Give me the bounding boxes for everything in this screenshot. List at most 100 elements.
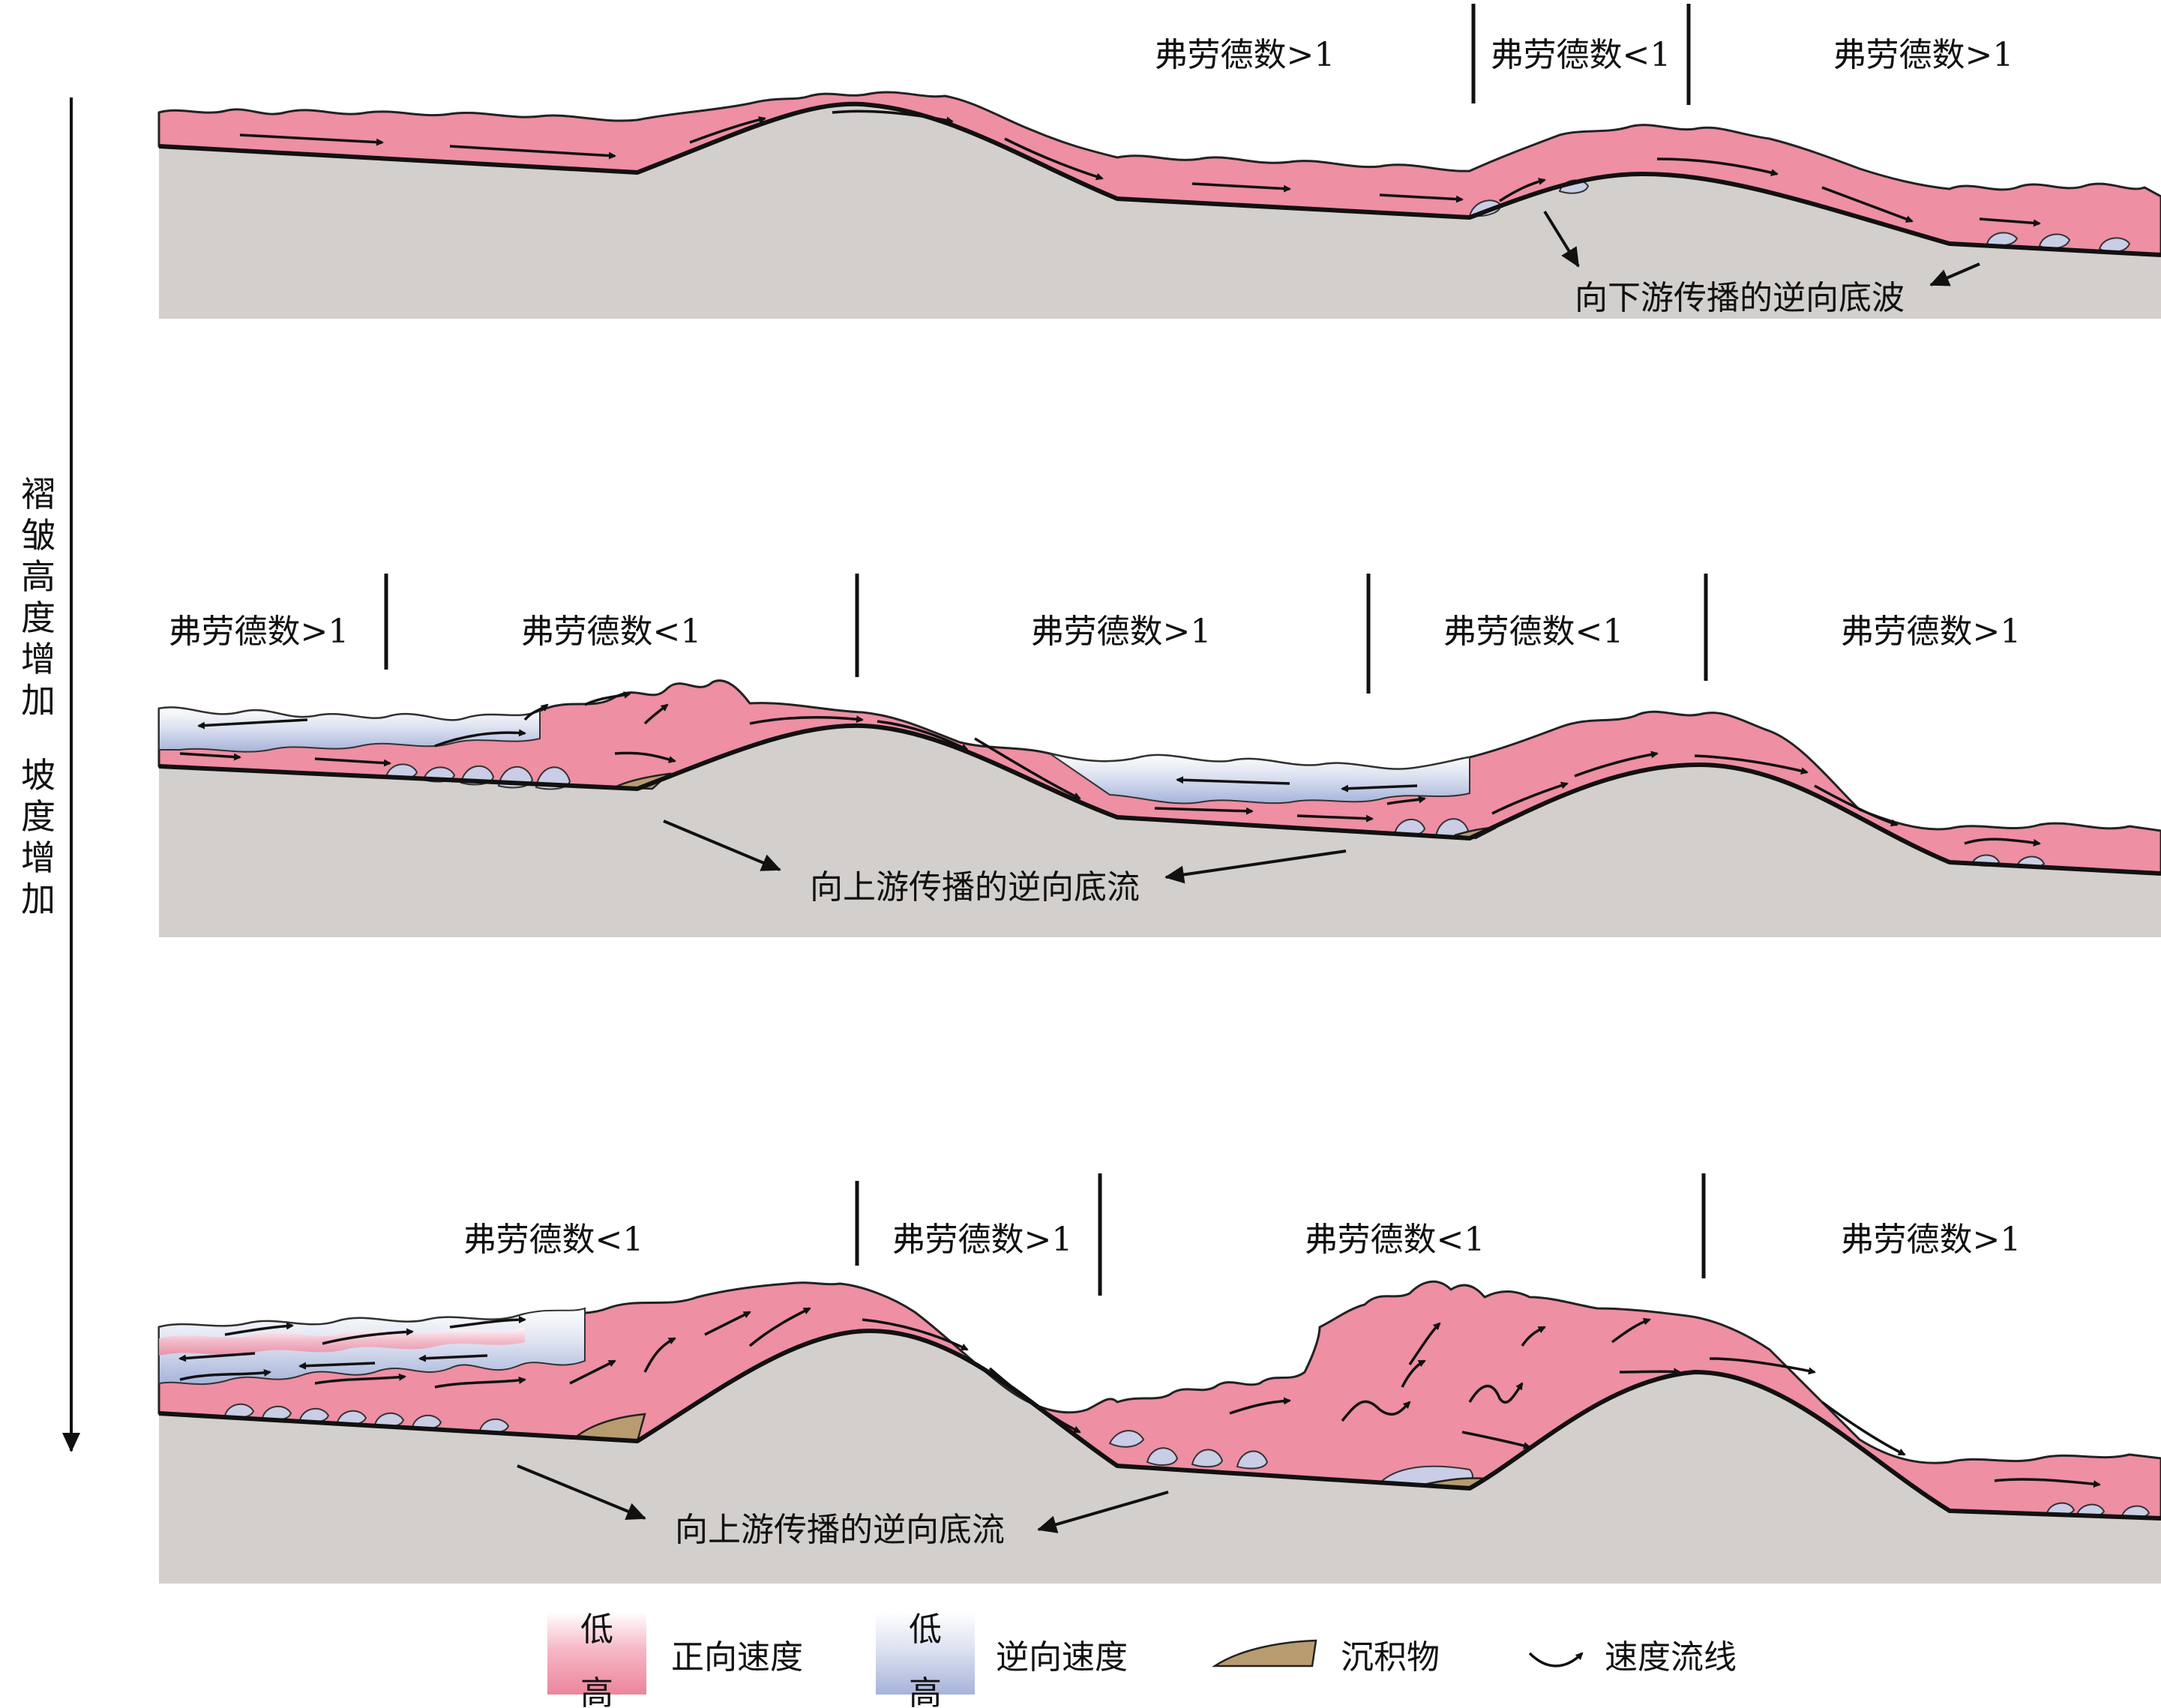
velocity-streamline: [1821, 186, 1914, 223]
froude-regime-label: 弗劳德数>1: [1841, 613, 2022, 651]
velocity-streamline: [449, 1316, 526, 1329]
velocity-streamline: [1611, 1317, 1651, 1344]
panel-2: 弗劳德数>1 弗劳德数<1 弗劳德数>1 弗劳德数<1 弗劳德数>1 向上游传播…: [157, 574, 2161, 937]
streamline-swatch: [1528, 1652, 1584, 1668]
froude-regime-label: 弗劳德数>1: [1031, 613, 1212, 651]
velocity-streamline: [1499, 178, 1546, 202]
bed-ground: [159, 725, 2161, 937]
legend-high-label: 高: [580, 1674, 613, 1708]
velocity-streamline: [1461, 1431, 1531, 1449]
sediment-deposit: [614, 772, 672, 790]
velocity-streamline: [1386, 796, 1426, 805]
reverse-current-layer: [158, 706, 541, 753]
reverse-eddy: [1236, 1450, 1269, 1470]
velocity-streamline: [643, 1337, 676, 1373]
streamlines: [178, 1307, 2101, 1488]
velocity-streamline: [1229, 1397, 1291, 1415]
velocity-streamline: [197, 718, 308, 730]
side-char: 度: [21, 598, 55, 638]
forward-current-layer: [159, 1327, 525, 1356]
froude-regime-label: 弗劳德数<1: [463, 1221, 644, 1259]
velocity-streamline: [224, 1322, 294, 1336]
velocity-streamline: [1191, 182, 1291, 193]
velocity-streamline: [314, 757, 391, 767]
velocity-streamline: [832, 109, 954, 124]
side-char: 增: [21, 639, 55, 679]
velocity-streamline: [1694, 754, 1809, 775]
froude-regime-label: 弗劳德数>1: [1833, 36, 2014, 74]
velocity-streamline: [569, 1359, 616, 1385]
bed-surface-line: [158, 723, 2161, 876]
velocity-streamline: [749, 715, 864, 725]
annotation-pointer: [517, 1464, 646, 1520]
reverse-velocity-swatch: [876, 1612, 975, 1695]
velocity-streamline: [1176, 776, 1290, 785]
froude-regime-label: 弗劳德数<1: [1491, 36, 1671, 74]
froude-regime-label: 弗劳德数>1: [1841, 1221, 2022, 1259]
velocity-streamline: [877, 720, 969, 751]
annotation-label: 向上游传播的逆向底流: [810, 868, 1140, 906]
bed-surface-line: [158, 1329, 2161, 1521]
velocity-streamline: [1379, 193, 1464, 203]
forward-velocity-swatch: [547, 1612, 646, 1695]
streamlines: [179, 691, 2041, 847]
froude-regime-label: 弗劳德数>1: [892, 1221, 1073, 1259]
sediment-label: 沉积物: [1341, 1638, 1440, 1677]
streamlines: [239, 109, 2041, 227]
annotation-pointer: [1164, 850, 1347, 884]
velocity-streamline: [298, 1362, 376, 1370]
velocity-streamline: [322, 1328, 414, 1345]
velocity-streamline: [1004, 137, 1104, 181]
reverse-eddy: [1146, 1447, 1179, 1466]
velocity-streamline: [179, 752, 241, 761]
velocity-streamline: [434, 1377, 526, 1389]
velocity-streamline: [1521, 1326, 1546, 1347]
annotation-pointer: [1929, 262, 1980, 286]
side-char: 增: [21, 838, 55, 878]
froude-regime-label: 弗劳德数<1: [1305, 1221, 1485, 1259]
velocity-streamline: [449, 145, 616, 160]
reverse-velocity-label: 逆向速度: [996, 1638, 1128, 1677]
forward-velocity-label: 正向速度: [671, 1638, 803, 1677]
bed-ground: [159, 1331, 2161, 1584]
side-char: 高: [21, 556, 55, 597]
velocity-streamline: [974, 737, 1081, 800]
velocity-streamline: [1964, 838, 2041, 847]
side-char: 度: [21, 796, 55, 837]
velocity-streamline: [862, 1318, 969, 1351]
legend-low-label: 低: [909, 1611, 942, 1649]
velocity-streamline: [1709, 1357, 1816, 1375]
annotation-label: 向上游传播的逆向底流: [675, 1511, 1005, 1549]
velocity-streamline: [988, 1367, 1081, 1434]
velocity-streamline: [1979, 217, 2041, 227]
legend-streamline: 速度流线: [1528, 1638, 1737, 1677]
velocity-streamline: [1491, 781, 1569, 815]
annotation-pointer: [1037, 1491, 1169, 1533]
bed-surface-line: [158, 101, 2161, 257]
panel-1: 弗劳德数>1 弗劳德数<1 弗劳德数>1 向下游传播的逆向底波: [157, 4, 2161, 319]
velocity-streamline: [1341, 784, 1418, 793]
velocity-streamline: [1401, 1359, 1426, 1388]
bed-ground: [159, 103, 2161, 319]
velocity-streamline: [179, 1369, 271, 1381]
velocity-streamline: [1574, 751, 1659, 778]
legend: 低 高 正向速度 低 高 逆向速度 沉积物 速度流线: [547, 1611, 1737, 1708]
legend-high-label: 高: [909, 1674, 942, 1708]
side-axis: 褶 皱 高 度 增 加 坡 度 增 加: [21, 97, 80, 1452]
velocity-streamline: [1468, 1382, 1524, 1404]
legend-low-label: 低: [580, 1611, 613, 1649]
velocity-streamline: [434, 729, 526, 748]
side-char: 加: [21, 879, 55, 919]
froude-regime-label: 弗劳德数<1: [521, 613, 702, 651]
side-char: 褶: [21, 474, 55, 514]
annotation-pointer: [663, 820, 781, 871]
streamline-label: 速度流线: [1605, 1638, 1737, 1677]
velocity-streamline: [523, 703, 549, 721]
velocity-streamline: [178, 1352, 256, 1362]
velocity-streamline: [689, 115, 766, 144]
legend-reverse-velocity: 低 高 逆向速度: [876, 1611, 1128, 1708]
velocity-streamline: [1994, 1478, 2101, 1488]
velocity-streamline: [1341, 1400, 1411, 1422]
side-char: 加: [21, 680, 55, 721]
